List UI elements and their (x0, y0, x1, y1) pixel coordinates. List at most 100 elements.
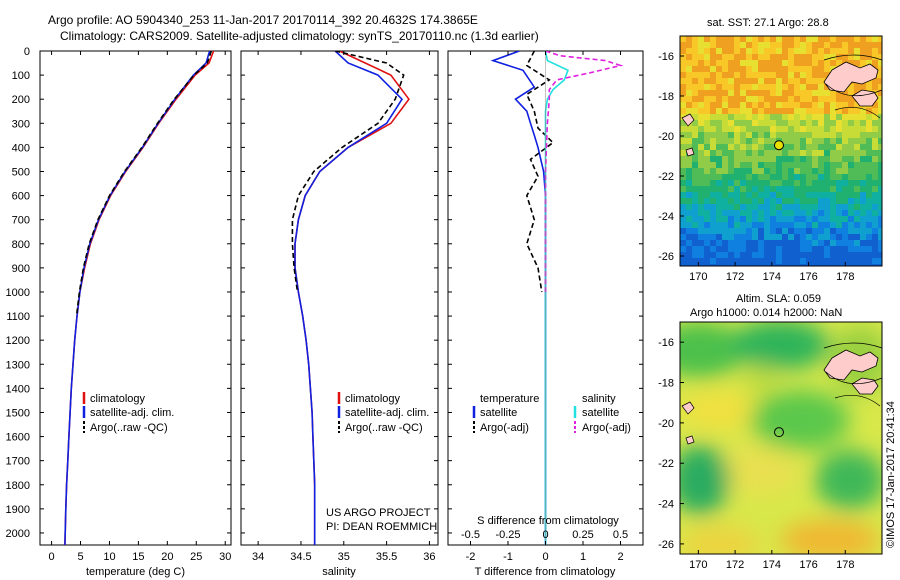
salinity-legend: climatology satellite-adj. clim. Argo(..… (326, 392, 437, 533)
x-tick-label: 34 (252, 551, 264, 563)
x-tick-label: 34.5 (290, 551, 311, 563)
depth-tick-label: 800 (12, 239, 30, 251)
island-kadavu (851, 377, 879, 395)
legend-sal-satellite: satellite (582, 407, 619, 419)
legend-salinity-heading: salinity (582, 393, 616, 405)
lat-tick-label: -16 (658, 51, 674, 63)
legend-temperature-heading: temperature (480, 393, 539, 405)
argo-position-marker (773, 140, 784, 151)
x-tick-label: 35.5 (376, 551, 397, 563)
pi-label: PI: DEAN ROEMMICH (326, 521, 437, 533)
depth-tick-label: 200 (12, 94, 30, 106)
sst-map (680, 36, 882, 266)
argo-position-marker (773, 427, 784, 438)
legend-sal-argo: Argo(-adj) (582, 422, 631, 434)
lat-tick-label: -26 (658, 539, 674, 551)
sla-map-axes: 170 172 174 176 178 -16 -18 -20 -22 -24 -26 (658, 337, 854, 571)
x-tick-label: -1 (503, 551, 513, 563)
x-tick-label: 1 (580, 551, 586, 563)
x-tick-label: 2 (617, 551, 623, 563)
salinity-plot (291, 51, 410, 545)
island-kadavu (851, 89, 879, 107)
x-tick-label: 10 (103, 551, 115, 563)
series-satellite-adj-clim- (294, 51, 404, 545)
x-tick-label-top: -0.25 (495, 529, 520, 541)
project-label: US ARGO PROJECT (326, 507, 431, 519)
lon-tick-label: 176 (799, 559, 817, 571)
x-tick-label: 20 (161, 551, 173, 563)
lat-tick-label: -18 (658, 91, 674, 103)
sla-map-title1: Altim. SLA: 0.059 (736, 293, 821, 305)
x-tick-label: 0 (542, 551, 548, 563)
lat-tick-label: -22 (658, 171, 674, 183)
lon-tick-label: 174 (763, 559, 781, 571)
depth-tick-label: 1200 (6, 335, 30, 347)
depth-tick-label: 1800 (6, 480, 30, 492)
depth-tick-label: 1000 (6, 287, 30, 299)
temperature-xlabel: temperature (deg C) (86, 566, 185, 578)
x-tick-label: -2 (466, 551, 476, 563)
sla-map (680, 322, 882, 554)
depth-tick-label: 400 (12, 142, 30, 154)
axis-ticks: 0 5 10 15 20 25 30 34 34.5 35 35.5 36 -2 -1 0 1 2 -0.5 -0.… (40, 50, 643, 563)
legend-climatology: climatology (345, 393, 401, 405)
x-tick-label: 36 (423, 551, 435, 563)
legend-climatology: climatology (90, 393, 146, 405)
salinity-xlabel: salinity (322, 566, 356, 578)
lon-tick-label: 176 (799, 271, 817, 283)
x-tick-label-top: 0 (542, 529, 548, 541)
x-tick-label: 35 (338, 551, 350, 563)
x-tick-label: 25 (190, 551, 202, 563)
header-line2: Climatology: CARS2009. Satellite-adjuste… (60, 29, 539, 43)
legend-satellite: satellite-adj. clim. (345, 407, 429, 419)
temperature-axes (39, 50, 232, 546)
legend-satellite: satellite-adj. clim. (90, 407, 174, 419)
x-tick-label: 30 (219, 551, 231, 563)
difference-xlabel: T difference from climatology (475, 566, 616, 578)
lon-tick-label: 178 (836, 559, 854, 571)
lat-tick-label: -24 (658, 211, 674, 223)
lat-tick-label: -26 (658, 251, 674, 263)
island-viti-levu (823, 349, 879, 381)
lat-tick-label: -20 (658, 418, 674, 430)
temperature-plot (64, 51, 215, 545)
depth-tick-label: 0 (24, 46, 30, 58)
x-tick-label-top: 0.5 (613, 529, 628, 541)
depth-tick-label: 300 (12, 118, 30, 130)
legend-argo: Argo(..raw -QC) (90, 422, 168, 434)
depth-tick-label: 1100 (6, 311, 30, 323)
lat-tick-label: -16 (658, 337, 674, 349)
legend-argo: Argo(..raw -QC) (345, 422, 423, 434)
temperature-legend: climatology satellite-adj. clim. Argo(..… (82, 392, 174, 434)
sst-map-axes: 170 172 174 176 178 -16 -18 -20 -22 -24 -26 (658, 51, 854, 283)
lon-tick-label: 170 (689, 559, 707, 571)
depth-tick-label: 1700 (6, 456, 30, 468)
watermark: ©IMOS 17-Jan-2017 20:41:34 (885, 401, 897, 548)
x-tick-label-top: -0.5 (461, 529, 480, 541)
header-line1: Argo profile: AO 5904340_253 11-Jan-2017… (48, 13, 478, 27)
series-temperature-argo-adj- (525, 51, 555, 293)
sst-map-title: sat. SST: 27.1 Argo: 28.8 (707, 17, 829, 29)
depth-tick-label: 900 (12, 263, 30, 275)
difference-legend: temperature satellite Argo(-adj) salinit… (472, 393, 631, 434)
island-small (681, 401, 695, 445)
legend-temp-argo: Argo(-adj) (480, 422, 529, 434)
sla-map-title2: Argo h1000: 0.014 h2000: NaN (690, 307, 842, 319)
difference-plot (490, 51, 624, 545)
series-argo-raw-qc- (291, 51, 405, 293)
lat-tick-label: -24 (658, 499, 674, 511)
difference-xlabel-top: S difference from climatology (477, 515, 619, 527)
lat-tick-label: -20 (658, 131, 674, 143)
depth-tick-label: 1900 (6, 504, 30, 516)
depth-tick-label: 1500 (6, 407, 30, 419)
depth-tick-label: 500 (12, 166, 30, 178)
depth-tick-label: 700 (12, 215, 30, 227)
depth-tick-label: 2000 (6, 528, 30, 540)
x-tick-label: 5 (77, 551, 83, 563)
lon-tick-label: 172 (726, 271, 744, 283)
lat-tick-label: -18 (658, 378, 674, 390)
lon-tick-label: 174 (763, 271, 781, 283)
island-viti-levu (823, 61, 879, 93)
x-tick-label: 15 (132, 551, 144, 563)
